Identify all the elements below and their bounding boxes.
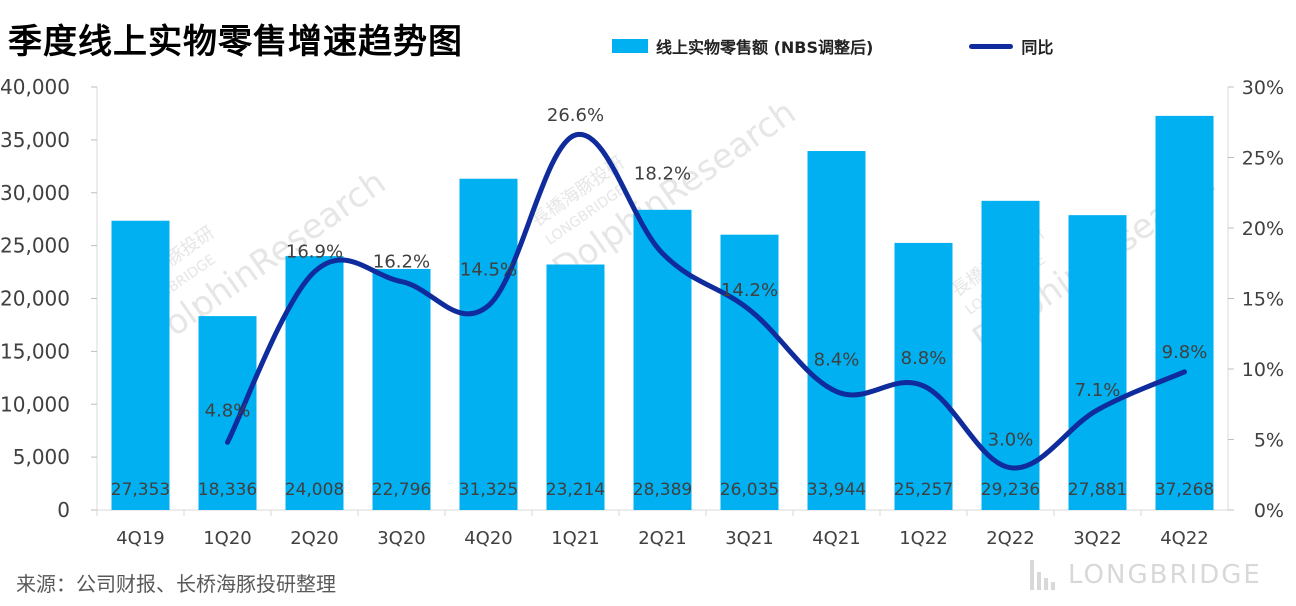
y-right-tick-label: 30% [1242, 77, 1284, 99]
y-right-tick-label: 0% [1254, 500, 1284, 522]
y-left-tick-label: 35,000 [0, 128, 70, 152]
bar [720, 234, 779, 510]
y-left-tick-label: 25,000 [0, 234, 70, 258]
x-tick-label: 4Q22 [1160, 528, 1209, 549]
line-value-label: 26.6% [547, 105, 604, 126]
bar [633, 209, 692, 511]
y-left-tick-label: 15,000 [0, 339, 70, 363]
bar [459, 178, 518, 510]
x-tick-label: 1Q21 [551, 528, 600, 549]
bar [198, 316, 257, 510]
bar-value-label: 23,214 [546, 480, 605, 500]
legend: 线上实物零售额 (NBS调整后) 同比 [612, 34, 1149, 58]
bar-value-label: 27,353 [111, 480, 170, 500]
bar-value-label: 31,325 [459, 480, 518, 500]
line-value-label: 9.8% [1162, 342, 1208, 363]
line-value-label: 14.2% [721, 280, 778, 301]
line-value-label: 8.4% [814, 350, 860, 371]
line-value-label: 16.9% [286, 242, 343, 263]
x-tick-label: 2Q20 [290, 528, 339, 549]
y-left-tick-label: 10,000 [0, 392, 70, 416]
legend-bar-label: 线上实物零售额 (NBS调整后) [656, 38, 874, 57]
x-tick-label: 3Q20 [377, 528, 426, 549]
x-tick-label: 2Q21 [638, 528, 687, 549]
chart-title: 季度线上实物零售增速趋势图 [8, 22, 463, 62]
bar-value-label: 25,257 [894, 480, 953, 500]
bar-value-label: 37,268 [1155, 480, 1214, 500]
bar [111, 220, 170, 511]
yoy-line [225, 131, 1187, 471]
brand-logo: LONGBRIDGE [1030, 560, 1262, 590]
bar-value-label: 26,035 [720, 480, 779, 500]
x-tick-label: 1Q20 [203, 528, 252, 549]
y-right-tick-label: 10% [1242, 359, 1284, 381]
x-tick-label: 3Q21 [725, 528, 774, 549]
y-right-tick-label: 20% [1242, 218, 1284, 240]
line-value-label: 8.8% [901, 348, 947, 369]
y-right-tick-label: 25% [1242, 148, 1284, 170]
legend-item-bar: 线上实物零售额 (NBS调整后) [612, 34, 873, 58]
x-tick-label: 4Q19 [116, 528, 165, 549]
bar [1155, 115, 1214, 510]
line-value-label: 7.1% [1075, 380, 1121, 401]
y-right-tick-label: 15% [1242, 289, 1284, 311]
bar-value-label: 22,796 [372, 480, 431, 500]
bar-value-label: 18,336 [198, 480, 257, 500]
y-left-tick-label: 20,000 [0, 287, 70, 311]
y-left-tick-label: 30,000 [0, 181, 70, 205]
y-left-tick-label: 0 [57, 498, 70, 522]
line-value-label: 3.0% [988, 430, 1034, 451]
bar [807, 151, 866, 510]
bar-value-label: 29,236 [981, 480, 1040, 500]
bar-value-label: 24,008 [285, 480, 344, 500]
bar-value-label: 33,944 [807, 480, 866, 500]
line-value-label: 16.2% [373, 252, 430, 273]
x-tick-label: 1Q22 [899, 528, 948, 549]
bar [1068, 215, 1127, 510]
y-left-tick-label: 5,000 [13, 445, 70, 469]
y-right-tick-label: 5% [1254, 430, 1284, 452]
legend-line-label: 同比 [1021, 38, 1054, 57]
line-value-label: 18.2% [634, 163, 691, 184]
legend-item-line: 同比 [969, 34, 1053, 58]
x-tick-label: 4Q21 [812, 528, 861, 549]
source-note: 来源：公司财报、长桥海豚投研整理 [16, 572, 336, 596]
bar-value-label: 27,881 [1068, 480, 1127, 500]
brand-logo-icon [1030, 560, 1058, 590]
line-value-label: 4.8% [205, 400, 251, 421]
x-tick-label: 3Q22 [1073, 528, 1122, 549]
legend-line-swatch [969, 43, 1014, 49]
line-value-label: 14.5% [460, 260, 517, 281]
x-tick-label: 4Q20 [464, 528, 513, 549]
brand-logo-text: LONGBRIDGE [1068, 560, 1262, 590]
bar-value-label: 28,389 [633, 480, 692, 500]
x-tick-label: 2Q22 [986, 528, 1035, 549]
legend-bar-swatch [612, 39, 648, 53]
bar [546, 264, 605, 510]
bar [372, 268, 431, 510]
bar [894, 242, 953, 510]
y-left-tick-label: 40,000 [0, 75, 70, 99]
